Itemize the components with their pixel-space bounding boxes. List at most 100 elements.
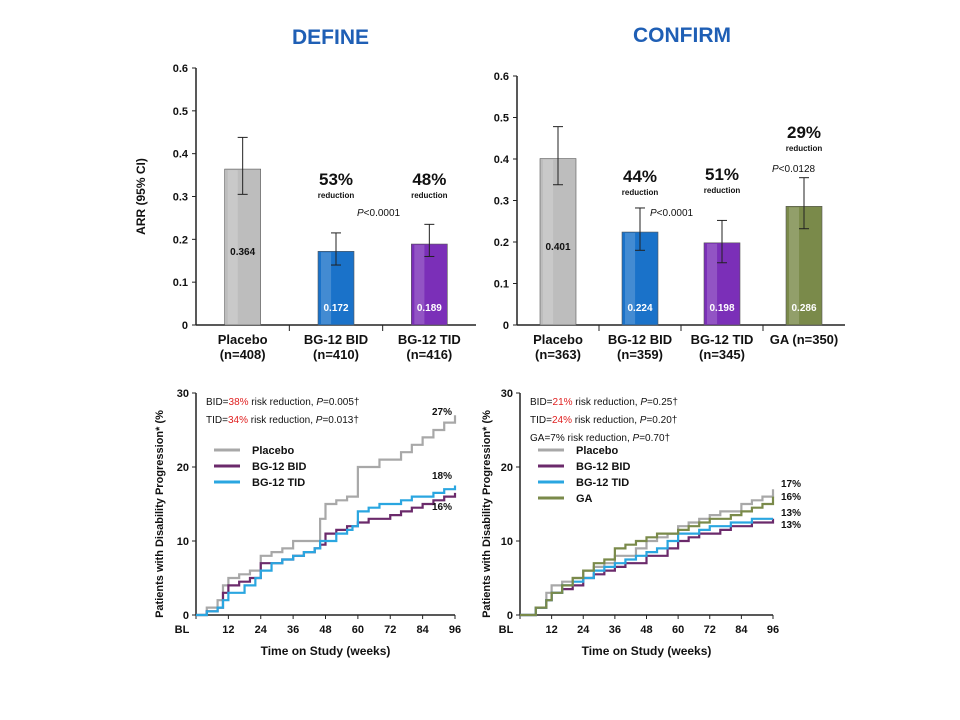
bar-highlight (543, 159, 554, 324)
y-tick-label: 30 (177, 388, 189, 400)
data-label: 0.286 (791, 303, 816, 314)
reduction-percent: 44% (623, 167, 657, 186)
reduction-label: reduction (318, 191, 355, 200)
x-tick-label: Placebo (218, 332, 268, 347)
risk-text-part: BID= (530, 397, 553, 408)
x-tick-label: 12 (546, 624, 558, 636)
x-tick-label: 48 (640, 624, 652, 636)
x-axis-label: Time on Study (weeks) (582, 644, 712, 658)
x-tick-label: BG-12 BID (608, 332, 672, 347)
x-tick-label: 60 (352, 624, 364, 636)
p-value-text: P<0.0128 (772, 164, 816, 175)
end-label: 17% (781, 479, 801, 490)
p-value-text: P<0.0001 (357, 208, 401, 219)
y-tick-label: 0.6 (494, 71, 509, 83)
risk-text-part: GA=7% risk reduction, (530, 433, 633, 444)
p-value-italic: P (640, 415, 647, 426)
risk-reduction-text: TID=34% risk reduction, P=0.013† (206, 415, 359, 426)
reduction-percent: 53% (319, 170, 353, 189)
bar-highlight (625, 233, 636, 324)
y-tick-label: 0 (503, 320, 509, 332)
legend-label: BG-12 TID (576, 477, 629, 489)
bar-highlight (789, 207, 800, 324)
x-tick-label: 36 (287, 624, 299, 636)
risk-text-part: =0.70† (639, 433, 670, 444)
confirm-title: CONFIRM (633, 24, 731, 47)
reduction-percent: 29% (787, 123, 821, 142)
data-label: 0.364 (230, 247, 255, 258)
risk-text-part: risk reduction, (249, 397, 317, 408)
reduction-percent: 48% (412, 170, 446, 189)
y-tick-label: 0.3 (494, 196, 509, 208)
y-tick-label: 0.5 (173, 106, 188, 118)
series-line (520, 496, 775, 617)
y-tick-label: 0.6 (173, 63, 188, 75)
y-axis-label: Patients with Disability Progression* (% (154, 410, 166, 618)
end-label: 27% (432, 407, 452, 418)
risk-text-part: =0.20† (646, 415, 677, 426)
bar-highlight (321, 252, 332, 324)
p-value-text: P<0.0001 (650, 208, 694, 219)
reduction-label: reduction (704, 186, 741, 195)
end-label: 16% (432, 502, 452, 513)
p-value-italic: P (316, 397, 323, 408)
x-tick-label: 24 (255, 624, 268, 636)
y-tick-label: 10 (501, 536, 513, 548)
x-tick-label: Placebo (533, 332, 583, 347)
x-tick-label: 24 (577, 624, 590, 636)
risk-text-part: =0.005† (323, 397, 359, 408)
x-axis-label: Time on Study (weeks) (261, 644, 391, 658)
x-tick-label: 84 (417, 624, 430, 636)
data-label: 0.172 (323, 303, 348, 314)
x-tick-label: (n=416) (406, 347, 452, 362)
y-tick-label: 30 (501, 388, 513, 400)
bar-highlight (707, 243, 718, 324)
x-tick-label: BL (499, 624, 514, 636)
risk-text-part: BID= (206, 397, 229, 408)
legend-label: GA (576, 493, 593, 505)
p-value-italic: P (633, 433, 640, 444)
y-tick-label: 10 (177, 536, 189, 548)
reduction-label: reduction (786, 144, 823, 153)
risk-reduction-percent: 24% (552, 415, 572, 426)
series-line (520, 517, 773, 617)
legend-label: BG-12 BID (576, 461, 630, 473)
bar-highlight (414, 245, 425, 324)
y-tick-label: 0 (507, 610, 513, 622)
risk-reduction-text: TID=24% risk reduction, P=0.20† (530, 415, 677, 426)
reduction-label: reduction (411, 191, 448, 200)
y-tick-label: 0 (183, 610, 189, 622)
p-value-italic: P (650, 208, 657, 219)
risk-text-part: risk reduction, (572, 415, 640, 426)
data-label: 0.401 (545, 242, 570, 253)
p-value-italic: P (772, 164, 779, 175)
legend-label: BG-12 TID (252, 477, 305, 489)
p-value: <0.0128 (779, 164, 816, 175)
x-tick-label: (n=410) (313, 347, 359, 362)
y-tick-label: 0.4 (494, 154, 510, 166)
define-title: DEFINE (292, 26, 370, 49)
x-tick-label: 96 (449, 624, 461, 636)
risk-reduction-percent: 38% (229, 397, 249, 408)
y-tick-label: 0.2 (173, 234, 188, 246)
y-axis-label: Patients with Disability Progression* (% (481, 410, 493, 618)
x-tick-label: GA (n=350) (770, 332, 839, 347)
risk-text-part: =0.25† (647, 397, 678, 408)
risk-reduction-percent: 34% (228, 415, 248, 426)
risk-text-part: TID= (530, 415, 552, 426)
series-line (196, 485, 457, 617)
x-tick-label: 84 (735, 624, 748, 636)
risk-text-part: =0.013† (322, 415, 358, 426)
reduction-label: reduction (622, 188, 659, 197)
y-tick-label: 20 (177, 462, 189, 474)
y-tick-label: 0.1 (173, 277, 188, 289)
y-tick-label: 0 (182, 320, 188, 332)
p-value-italic: P (316, 415, 323, 426)
y-tick-label: 0.2 (494, 237, 509, 249)
end-label: 13% (781, 520, 801, 531)
p-value-italic: P (640, 397, 647, 408)
series-line (520, 518, 775, 617)
x-tick-label: 96 (767, 624, 779, 636)
y-axis-label: ARR (95% CI) (134, 158, 148, 235)
risk-reduction-text: BID=38% risk reduction, P=0.005† (206, 397, 359, 408)
